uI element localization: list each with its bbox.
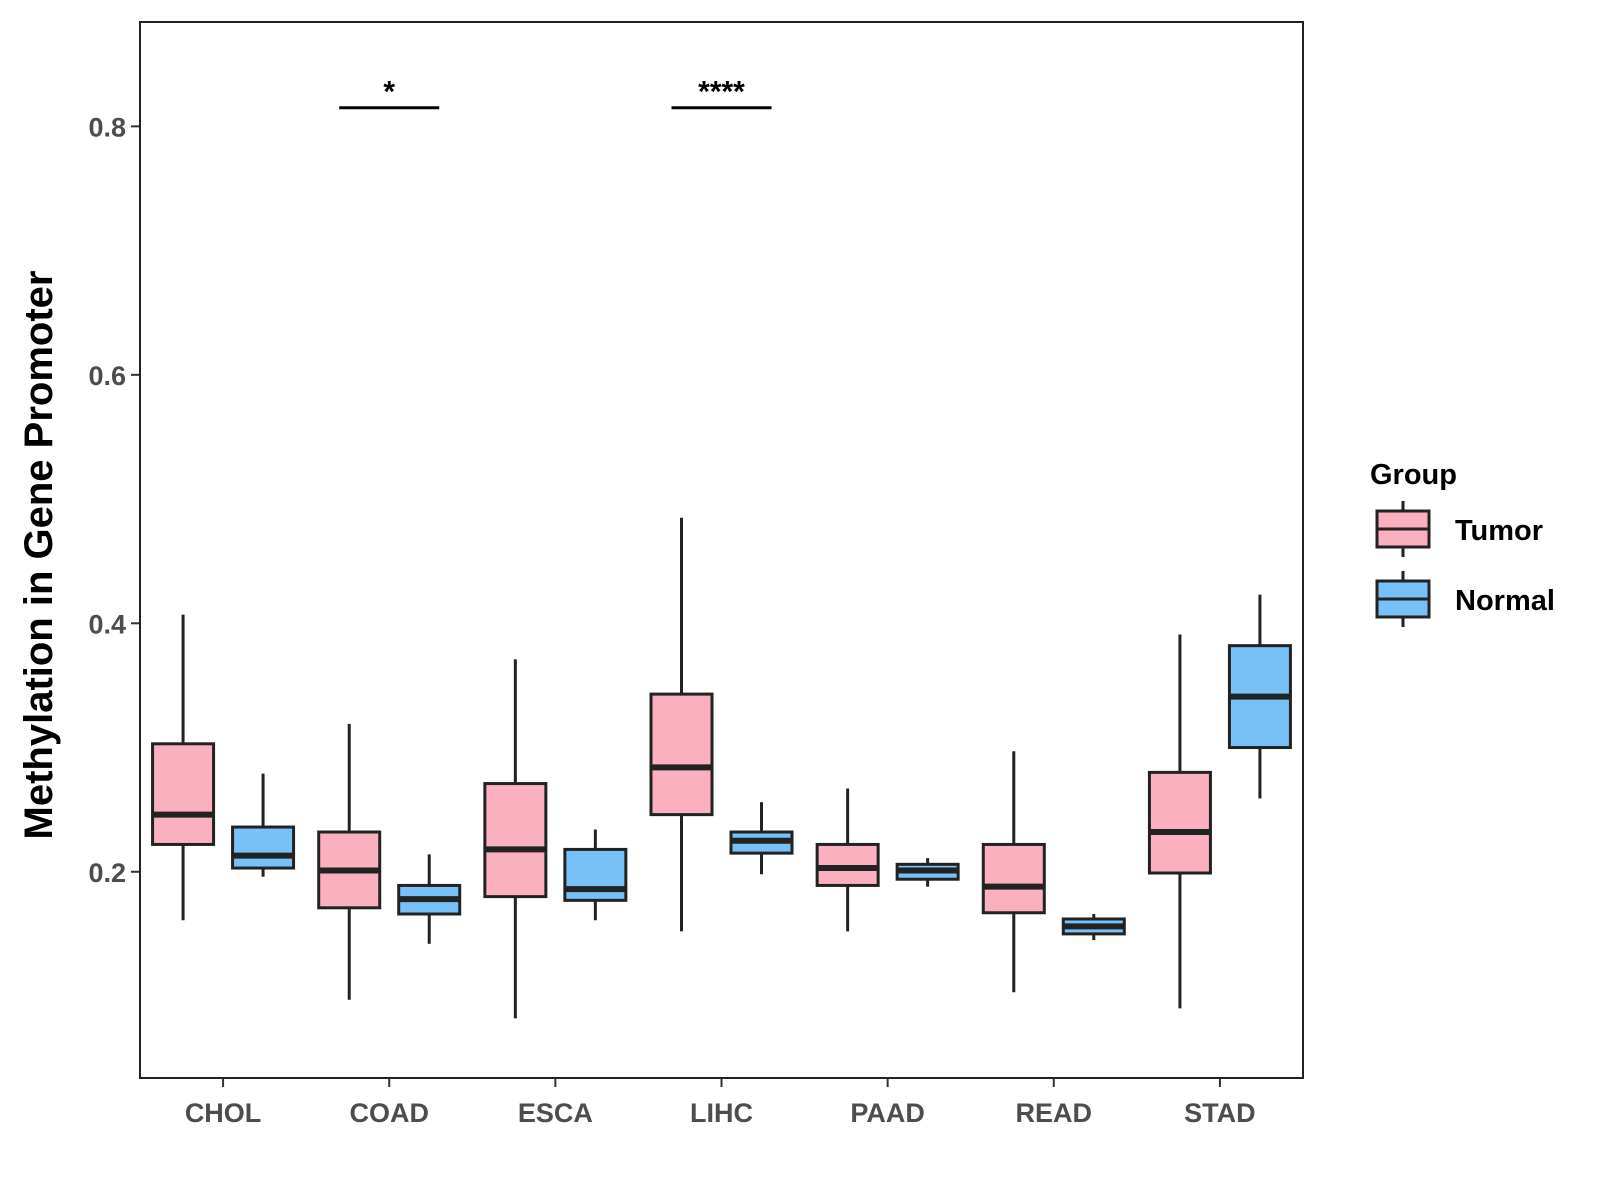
box-tumor-stad bbox=[1147, 634, 1212, 1009]
box-iqr bbox=[151, 742, 216, 846]
boxes bbox=[151, 517, 1292, 1019]
y-tick-label: 0.2 bbox=[88, 858, 126, 888]
x-axis: CHOL COAD ESCA LIHC PAAD READ STAD bbox=[185, 1078, 1256, 1128]
box-normal-esca bbox=[563, 829, 628, 921]
box-iqr bbox=[649, 692, 714, 817]
box-normal-paad bbox=[895, 858, 960, 887]
x-tick-label-read: READ bbox=[1016, 1098, 1093, 1128]
box-tumor-esca bbox=[483, 659, 548, 1019]
box-iqr bbox=[981, 842, 1046, 915]
x-tick-label-stad: STAD bbox=[1184, 1098, 1256, 1128]
box-iqr bbox=[483, 782, 548, 899]
box-tumor-read bbox=[981, 751, 1046, 993]
box-normal-coad bbox=[397, 854, 462, 944]
x-tick-label-chol: CHOL bbox=[185, 1098, 262, 1128]
box-iqr bbox=[563, 847, 628, 902]
x-tick-label-paad: PAAD bbox=[850, 1098, 925, 1128]
box-normal-lihc bbox=[729, 802, 794, 875]
significance-label: * bbox=[383, 76, 395, 109]
x-tick-label-esca: ESCA bbox=[518, 1098, 593, 1128]
box-iqr bbox=[815, 842, 880, 887]
legend: Group Tumor Normal bbox=[1370, 459, 1555, 627]
significance-annotations: * **** bbox=[339, 76, 772, 110]
y-axis-title: Methylation in Gene Promoter bbox=[17, 271, 61, 840]
box-iqr bbox=[1147, 770, 1212, 875]
y-tick-label: 0.8 bbox=[88, 112, 126, 142]
x-tick-label-lihc: LIHC bbox=[690, 1098, 753, 1128]
box-tumor-chol bbox=[151, 614, 216, 921]
box-normal-chol bbox=[231, 773, 296, 877]
legend-key-normal bbox=[1375, 571, 1431, 627]
legend-key-tumor bbox=[1375, 501, 1431, 557]
box-iqr bbox=[231, 825, 296, 870]
legend-label-tumor: Tumor bbox=[1455, 515, 1543, 547]
significance-label: **** bbox=[698, 76, 745, 109]
box-normal-stad bbox=[1227, 594, 1292, 799]
y-tick-label: 0.4 bbox=[88, 609, 126, 639]
x-tick-label-coad: COAD bbox=[349, 1098, 429, 1128]
legend-label-normal: Normal bbox=[1455, 585, 1555, 617]
y-tick-label: 0.6 bbox=[88, 361, 126, 391]
box-tumor-lihc bbox=[649, 517, 714, 932]
y-axis: 0.2 0.4 0.6 0.8 bbox=[88, 112, 140, 888]
box-normal-read bbox=[1061, 914, 1126, 941]
legend-title: Group bbox=[1370, 459, 1457, 491]
box-tumor-coad bbox=[317, 723, 382, 1000]
box-tumor-paad bbox=[815, 788, 880, 932]
plot-panel bbox=[139, 21, 1304, 1079]
